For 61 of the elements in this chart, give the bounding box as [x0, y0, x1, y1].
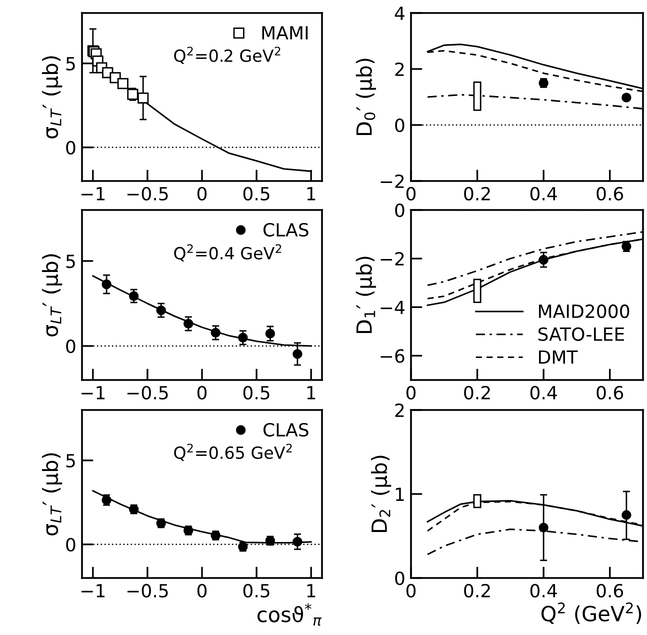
y-tick-label: 5 [66, 454, 75, 468]
annotation: Q$^{2}$=0.65 GeV$^{2}$ [174, 444, 292, 461]
y-tick-label: −2 [380, 252, 404, 266]
x-tick-label: 0 [406, 584, 416, 598]
legend-label: MAMI [262, 26, 308, 40]
y-tick-label: 2 [395, 403, 404, 417]
legend-label: MAID2000 [539, 304, 630, 318]
x-tick-label: 1 [307, 386, 316, 400]
y-tick-label: 0 [395, 571, 404, 586]
x-tick-label: 0.6 [596, 186, 624, 201]
x-axis-title: Q$^{2}$ (GeV$^{2}$) [541, 602, 642, 624]
y-axis-title: σ$_{LT}$′ (μb) [42, 56, 62, 138]
y-tick-label: 4 [394, 6, 404, 20]
legend-label: DMT [539, 350, 578, 364]
x-tick-label: −1 [82, 584, 105, 598]
y-tick-label: 1 [396, 488, 404, 501]
x-tick-label: 0.6 [596, 386, 624, 400]
x-tick-label: 0.2 [464, 386, 490, 400]
x-tick-label: 0 [406, 186, 416, 201]
x-tick-label: 0.5 [243, 386, 270, 400]
y-tick-label: −2 [380, 174, 404, 188]
x-tick-label: −0.5 [127, 386, 168, 400]
x-tick-label: 0 [197, 386, 207, 400]
x-tick-label: 0.4 [530, 584, 557, 598]
x-tick-label: 1 [307, 187, 316, 200]
x-tick-label: 0.4 [530, 386, 557, 400]
y-tick-label: 0 [66, 339, 76, 354]
y-tick-label: 0 [66, 538, 76, 552]
y-axis-title: D$_{2}$′ (μb) [370, 456, 392, 532]
x-tick-label: 0.4 [530, 186, 557, 201]
x-tick-label: −0.5 [127, 186, 168, 201]
y-tick-label: 0 [66, 140, 76, 155]
x-tick-label: 1 [307, 584, 316, 598]
legend-label: CLAS [263, 422, 308, 437]
x-tick-label: 0 [197, 584, 207, 598]
y-axis-title: D$_{1}$′ (μb) [356, 256, 376, 334]
y-axis-title: D$_{0}$′ (μb) [356, 58, 376, 136]
x-axis-title: cosϑ$^{*}$$_{π}$ [258, 603, 322, 626]
y-tick-label: −6 [380, 349, 404, 363]
y-axis-title: σ$_{LT}$′ (μb) [42, 453, 62, 536]
annotation: Q$^{2}$=0.4 GeV$^{2}$ [174, 244, 282, 262]
y-tick-label: 2 [395, 62, 404, 76]
x-tick-label: 0 [197, 186, 207, 201]
annotation: Q$^{2}$=0.2 GeV$^{2}$ [174, 46, 280, 64]
x-tick-label: 0.2 [464, 186, 490, 201]
x-tick-label: 0.5 [243, 186, 270, 201]
y-tick-label: 5 [66, 254, 75, 268]
x-tick-label: −0.5 [127, 584, 168, 598]
legend-label: SATO-LEE [538, 327, 624, 341]
x-tick-label: 0.6 [596, 584, 624, 598]
y-tick-label: −4 [380, 300, 404, 314]
y-tick-label: 0 [395, 203, 404, 218]
x-tick-label: 0.2 [464, 584, 490, 598]
y-tick-label: 0 [395, 118, 404, 132]
x-tick-label: 0 [406, 386, 416, 400]
y-axis-title: σ$_{LT}$′ (μb) [42, 254, 62, 336]
x-tick-label: −1 [82, 386, 105, 400]
legend-label: CLAS [263, 222, 308, 237]
y-tick-label: 5 [66, 57, 75, 71]
x-tick-label: 0.5 [243, 584, 270, 598]
x-tick-label: −1 [82, 187, 105, 200]
